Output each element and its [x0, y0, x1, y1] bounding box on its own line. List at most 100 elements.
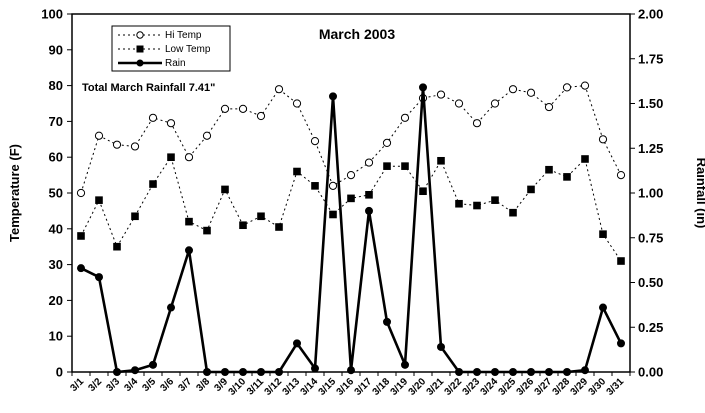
point-hi-temp — [400, 113, 410, 122]
point-rain — [509, 368, 517, 376]
point-low-temp — [455, 199, 463, 208]
point-hi-temp — [256, 111, 266, 121]
point-low-temp — [293, 167, 301, 176]
point-rain — [347, 366, 355, 375]
y-tick-label-left: 0 — [56, 365, 63, 380]
legend: Hi Temp Low Temp Rain — [111, 25, 231, 72]
point-hi-temp — [580, 81, 590, 90]
point-rain — [419, 83, 427, 92]
point-rain — [185, 246, 193, 255]
point-low-temp — [545, 165, 553, 174]
y-tick-label-right: 1.50 — [638, 96, 663, 111]
point-low-temp — [329, 210, 337, 219]
point-low-temp — [131, 212, 139, 221]
point-low-temp — [347, 194, 355, 203]
x-tick-label: 3/31 — [605, 376, 627, 398]
point-low-temp — [113, 242, 121, 251]
legend-marker-hi-temp — [136, 31, 144, 39]
point-rain — [131, 366, 139, 375]
x-tick-label: 3/30 — [587, 376, 609, 398]
point-hi-temp — [382, 138, 392, 147]
x-tick-label: 3/17 — [353, 376, 375, 398]
point-hi-temp — [436, 90, 446, 99]
point-hi-temp — [562, 83, 572, 92]
y-tick-label-left: 10 — [49, 329, 63, 344]
point-rain — [473, 368, 481, 376]
point-hi-temp — [76, 188, 86, 198]
point-hi-temp — [238, 104, 248, 113]
y-tick-label-left: 70 — [49, 114, 63, 129]
point-hi-temp — [220, 104, 230, 113]
x-tick-label: 3/19 — [389, 376, 411, 398]
point-low-temp — [185, 217, 193, 226]
chart-title: March 2003 — [319, 26, 395, 42]
point-hi-temp — [112, 140, 122, 149]
point-rain — [149, 360, 157, 369]
point-low-temp — [257, 212, 265, 221]
x-tick-label: 3/25 — [497, 376, 519, 398]
point-low-temp — [221, 185, 229, 194]
point-rain — [455, 368, 463, 376]
x-tick-label: 3/11 — [245, 376, 266, 397]
point-hi-temp — [310, 136, 320, 146]
point-low-temp — [239, 221, 247, 230]
point-hi-temp — [148, 113, 158, 122]
legend-label-rain: Rain — [165, 58, 186, 69]
y-axis-title-left: Temperature (F) — [7, 144, 22, 242]
x-tick-label: 3/26 — [515, 376, 537, 398]
point-rain — [491, 368, 499, 376]
point-hi-temp — [184, 153, 194, 162]
x-tick-label: 3/29 — [569, 376, 591, 398]
point-low-temp — [365, 190, 373, 199]
point-rain — [329, 92, 337, 101]
point-hi-temp — [616, 171, 626, 180]
point-low-temp — [167, 153, 175, 161]
series-line-rain — [80, 86, 623, 374]
point-hi-temp — [454, 99, 464, 108]
x-tick-label: 3/16 — [335, 376, 357, 398]
x-tick-label: 3/23 — [461, 376, 483, 398]
point-low-temp — [203, 226, 211, 235]
point-low-temp — [311, 182, 319, 190]
y-tick-label-left: 80 — [49, 78, 63, 93]
y-axis-title-right: Rainfall (in) — [694, 158, 705, 229]
point-low-temp — [275, 223, 283, 231]
point-hi-temp — [94, 131, 104, 140]
x-tick-label: 3/10 — [227, 376, 249, 398]
legend-item-rain: Rain — [118, 58, 186, 69]
x-tick-label: 3/4 — [123, 376, 141, 394]
x-tick-label: 3/15 — [317, 376, 339, 398]
point-hi-temp — [130, 142, 140, 151]
point-hi-temp — [508, 85, 518, 94]
point-rain — [599, 303, 607, 312]
x-tick-label: 3/14 — [299, 376, 321, 398]
y-tick-label-right: 0.25 — [638, 320, 663, 335]
x-tick-label: 3/22 — [443, 376, 465, 398]
x-tick-label: 3/7 — [177, 376, 195, 394]
y-tick-label-right: 0.75 — [638, 230, 663, 245]
legend-item-low-temp: Low Temp — [118, 44, 211, 55]
y-tick-label-left: 30 — [49, 257, 63, 272]
x-tick-label: 3/5 — [141, 376, 159, 394]
point-low-temp — [491, 196, 499, 204]
y-tick-label-right: 0.50 — [638, 275, 663, 290]
y-tick-label-left: 50 — [49, 186, 63, 201]
point-rain — [311, 364, 319, 373]
point-rain — [365, 206, 373, 215]
x-tick-label: 3/1 — [69, 376, 87, 394]
x-tick-label: 3/2 — [87, 376, 105, 394]
point-hi-temp — [472, 119, 482, 128]
point-low-temp — [149, 180, 157, 188]
point-rain — [113, 368, 121, 376]
x-tick-label: 3/8 — [195, 376, 213, 394]
x-tick-label: 3/24 — [479, 376, 501, 398]
point-hi-temp — [202, 131, 212, 140]
y-tick-label-right: 2.00 — [638, 7, 663, 22]
legend-item-hi-temp: Hi Temp — [118, 30, 202, 41]
point-low-temp — [473, 201, 481, 210]
point-rain — [527, 368, 535, 376]
point-low-temp — [419, 187, 427, 196]
point-low-temp — [563, 173, 571, 181]
point-hi-temp — [526, 88, 536, 97]
